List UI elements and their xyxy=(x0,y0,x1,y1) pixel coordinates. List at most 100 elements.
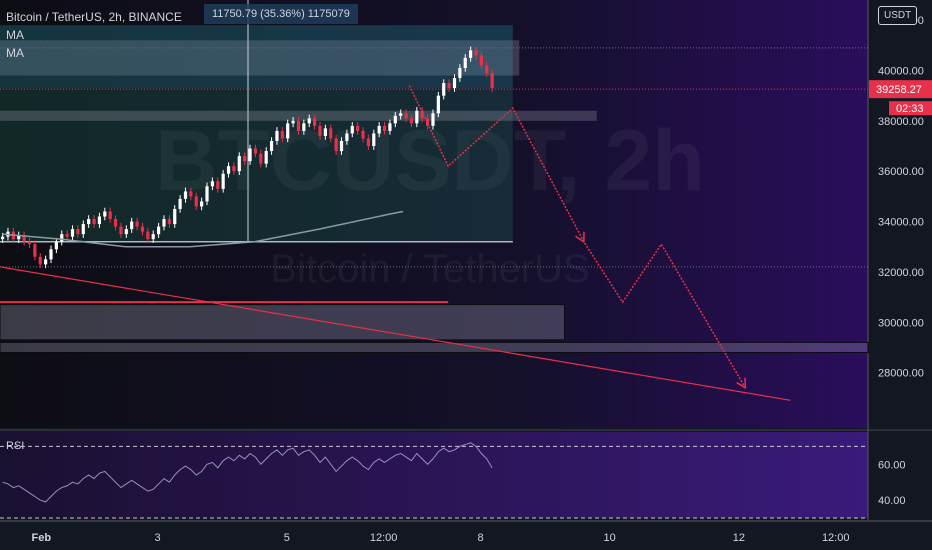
candle-36 xyxy=(194,192,198,211)
rsi-pane xyxy=(0,432,868,518)
measure-readout: 11750.79 (35.36%) 1175079 xyxy=(204,4,358,24)
candle-24 xyxy=(130,217,134,233)
candle-81 xyxy=(436,91,440,118)
candle-90 xyxy=(485,61,489,77)
price-tick-36000: 36000.00 xyxy=(878,166,924,178)
candle-84 xyxy=(452,74,457,92)
candle-33 xyxy=(178,195,182,213)
time-tick-5: 10 xyxy=(604,532,616,544)
candle-39 xyxy=(210,177,214,191)
candle-87 xyxy=(469,46,473,62)
candle-61 xyxy=(329,124,333,143)
candle-70 xyxy=(377,122,381,138)
candle-76 xyxy=(409,114,414,128)
countdown-label: 02:33 xyxy=(896,103,924,115)
candle-8 xyxy=(44,255,48,269)
candle-27 xyxy=(146,227,150,243)
indicator-ma-1[interactable]: MA xyxy=(6,28,24,42)
candle-4 xyxy=(22,231,26,246)
candle-32 xyxy=(173,205,177,228)
candle-59 xyxy=(318,122,322,140)
price-tick-40000: 40000.00 xyxy=(878,65,924,77)
candle-15 xyxy=(81,220,85,238)
candle-42 xyxy=(226,162,231,178)
rsi-tick-60: 60.00 xyxy=(878,459,906,471)
time-tick-2: 5 xyxy=(284,532,290,544)
candle-37 xyxy=(200,197,204,211)
candle-23 xyxy=(124,225,128,238)
zone-resistance_band-2 xyxy=(0,110,597,121)
candle-40 xyxy=(216,177,220,193)
candle-7 xyxy=(38,253,42,269)
time-tick-1: 3 xyxy=(155,532,161,544)
candle-69 xyxy=(372,129,376,150)
time-axis xyxy=(0,521,932,550)
candle-26 xyxy=(140,222,145,236)
candle-11 xyxy=(60,230,64,246)
candle-13 xyxy=(70,225,75,241)
time-tick-6: 12 xyxy=(733,532,745,544)
watermark-symbol: BTCUSDT, 2h xyxy=(155,113,704,209)
candle-29 xyxy=(156,222,161,238)
candle-64 xyxy=(345,129,349,145)
candle-65 xyxy=(350,122,354,138)
candle-9 xyxy=(49,245,53,264)
candle-44 xyxy=(237,152,241,175)
candle-74 xyxy=(399,109,403,120)
chart-title: Bitcoin / TetherUS, 2h, BINANCE xyxy=(6,10,182,24)
candle-21 xyxy=(113,215,118,231)
candle-20 xyxy=(108,207,112,223)
candle-60 xyxy=(323,124,327,140)
candle-68 xyxy=(366,134,371,150)
candle-14 xyxy=(76,225,80,238)
candle-50 xyxy=(269,137,274,155)
price-tick-34000: 34000.00 xyxy=(878,217,924,229)
candle-89 xyxy=(479,51,483,70)
long-position-target-area xyxy=(0,25,513,89)
candle-16 xyxy=(87,215,91,228)
candle-47 xyxy=(253,144,258,158)
candle-51 xyxy=(275,127,279,145)
indicator-ma-2[interactable]: MA xyxy=(6,46,24,60)
candle-17 xyxy=(92,215,96,228)
candle-80 xyxy=(431,109,435,130)
rsi-tick-40: 40.00 xyxy=(878,495,906,507)
candle-48 xyxy=(259,149,263,168)
candle-54 xyxy=(291,117,295,128)
candle-12 xyxy=(65,230,69,241)
zone-support_band-4 xyxy=(0,341,869,353)
candle-34 xyxy=(183,187,188,203)
candle-78 xyxy=(420,107,424,123)
candle-77 xyxy=(415,107,419,128)
candle-75 xyxy=(404,109,408,123)
candle-71 xyxy=(382,122,387,135)
candle-62 xyxy=(334,134,338,155)
price-tick-28000: 28000.00 xyxy=(878,368,924,380)
trendline xyxy=(0,266,791,401)
candle-22 xyxy=(119,222,123,238)
candle-72 xyxy=(388,119,392,135)
current-price-label: 39258.27 xyxy=(876,84,922,96)
candle-52 xyxy=(280,127,284,143)
candle-5 xyxy=(27,237,32,248)
candle-53 xyxy=(286,119,290,143)
candle-49 xyxy=(264,147,268,168)
price-tick-32000: 32000.00 xyxy=(878,267,924,279)
candle-6 xyxy=(33,240,37,261)
candle-85 xyxy=(458,64,462,82)
candle-56 xyxy=(302,119,306,135)
zone-resistance_band-1 xyxy=(0,40,520,76)
series-ma-0 xyxy=(2,210,404,248)
watermark-name: Bitcoin / TetherUS xyxy=(270,247,589,291)
candle-55 xyxy=(296,117,301,135)
main-pane xyxy=(0,0,868,428)
candle-79 xyxy=(425,114,430,130)
candle-18 xyxy=(97,212,102,228)
currency-button[interactable]: USDT xyxy=(878,6,918,25)
candle-10 xyxy=(54,237,58,254)
rsi-line xyxy=(2,442,493,503)
candle-25 xyxy=(135,217,139,231)
candle-41 xyxy=(221,169,225,193)
